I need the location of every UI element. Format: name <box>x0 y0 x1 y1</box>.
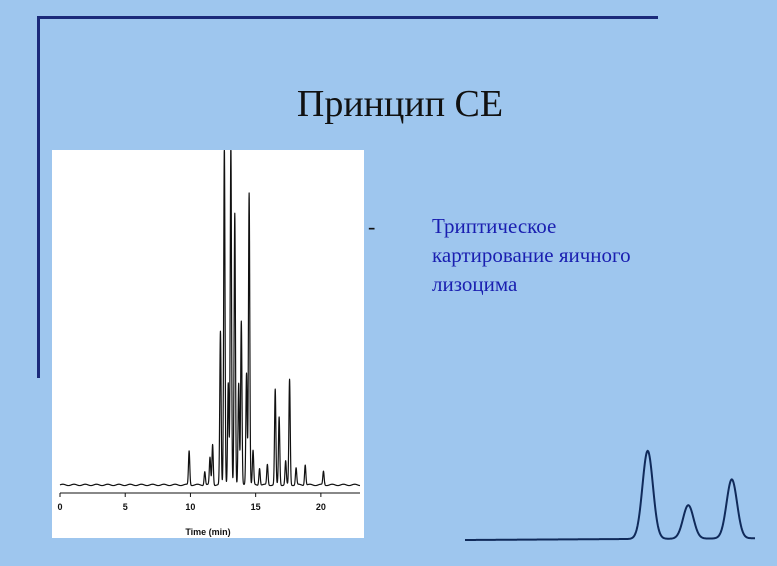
slide-title: Принцип CE <box>296 83 504 125</box>
accent-bar-left <box>37 16 40 378</box>
caption-line: лизоцима <box>432 272 518 296</box>
peak-illustration <box>465 449 755 541</box>
x-tick-label: 10 <box>185 502 195 512</box>
accent-bar-top <box>38 16 658 19</box>
caption-line: картирование яичного <box>432 243 631 267</box>
tick-labels: 0 5 10 15 20 <box>57 493 326 512</box>
bullet-dash: - <box>368 214 376 239</box>
x-tick-label: 5 <box>123 502 128 512</box>
x-tick-label: 0 <box>57 502 62 512</box>
x-axis-label: Time (min) <box>185 527 230 537</box>
x-tick-label: 15 <box>251 502 261 512</box>
electropherogram-panel: 0 5 10 15 20 Time (min) <box>52 150 364 538</box>
caption-line: Триптическое <box>432 214 557 238</box>
electropherogram-chart: 0 5 10 15 20 Time (min) <box>57 150 361 537</box>
chromatogram-trace <box>59 150 361 487</box>
caption-text: Триптическое картирование яичного лизоци… <box>432 212 732 299</box>
x-tick-label: 20 <box>316 502 326 512</box>
peak-illustration-trace <box>465 449 755 541</box>
